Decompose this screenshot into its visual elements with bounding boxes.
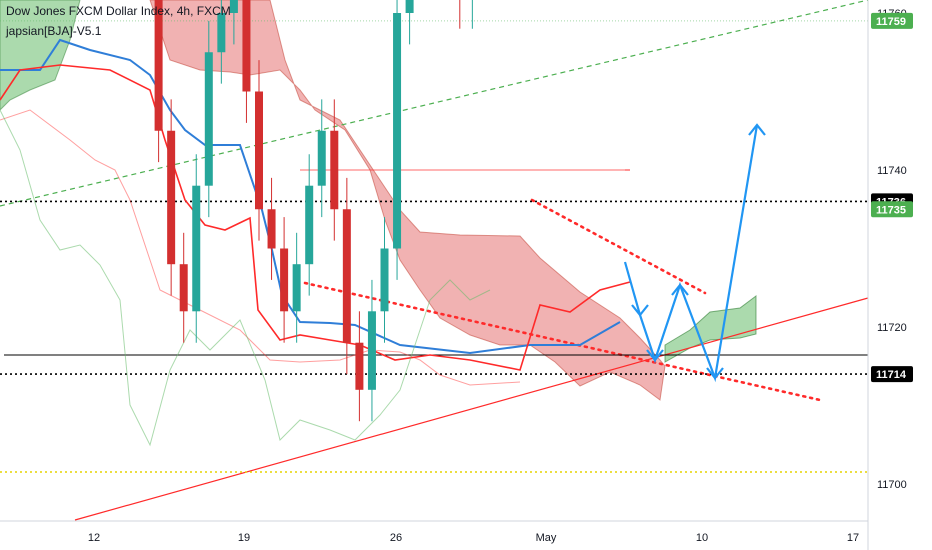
price-tick-6: 11740 <box>877 165 907 177</box>
price-tag-11735 <box>871 201 913 218</box>
time-tick-4: 10 <box>696 532 708 544</box>
price-tags: 1184311837117921178103:01:32117731175911… <box>871 12 913 383</box>
price-tag-11714 <box>871 366 913 383</box>
candle-25 <box>317 130 326 186</box>
candle-24 <box>305 185 314 265</box>
kijun-line <box>0 38 621 355</box>
candle-20 <box>255 91 263 210</box>
time-tick-2: 26 <box>390 532 402 544</box>
projection-arrows <box>623 123 766 383</box>
candle-12 <box>154 0 163 131</box>
bearish-cloud <box>149 0 666 401</box>
tenkan-line <box>0 64 631 371</box>
chart-title: Dow Jones FXCM Dollar Index, 4h, FXCM <box>6 4 231 18</box>
arrow-head-4 <box>748 123 766 136</box>
candle-17 <box>217 13 226 53</box>
candle-22 <box>280 248 289 312</box>
candle-14 <box>179 264 188 312</box>
chikou-lower <box>0 109 521 386</box>
bullish-cloud-left <box>0 0 81 111</box>
candle-26 <box>330 130 339 210</box>
candle-13 <box>167 130 176 265</box>
red-dotted-trendline-upper <box>530 198 707 295</box>
price-tag-label-11714: 11714 <box>876 369 907 381</box>
candle-30 <box>380 248 389 312</box>
red-support-trendline <box>74 297 869 521</box>
price-tick-7: 11720 <box>877 322 907 334</box>
lagging-span <box>0 109 491 447</box>
ichimoku-cloud <box>0 0 757 401</box>
arrow-head-1 <box>646 349 664 362</box>
indicator-lines <box>0 38 631 447</box>
arrow-head-2 <box>671 283 689 296</box>
time-tick-1: 19 <box>238 532 250 544</box>
bullish-cloud-future <box>664 295 757 363</box>
candle-29 <box>367 311 376 390</box>
arrow-head-0 <box>631 304 649 317</box>
red-dotted-trendline-lower <box>303 281 822 402</box>
candle-16 <box>204 52 213 186</box>
candle-28 <box>355 342 364 390</box>
candles <box>154 0 473 422</box>
time-tick-5: 17 <box>847 532 859 544</box>
arrow-head-3 <box>706 367 724 380</box>
candle-27 <box>342 209 351 343</box>
candle-18 <box>229 0 238 13</box>
horizontal-levels <box>0 20 868 473</box>
time-tick-3: May <box>536 532 557 544</box>
price-tick-8: 11700 <box>877 479 907 491</box>
candle-21 <box>267 209 276 249</box>
candle-32 <box>405 0 414 13</box>
price-tag-label-11735: 11735 <box>876 204 906 216</box>
candle-31 <box>393 13 402 249</box>
candle-23 <box>292 264 301 312</box>
green-dashed-trendline <box>0 0 869 207</box>
price-tag-11759 <box>871 12 913 29</box>
candle-15 <box>192 185 201 312</box>
candle-19 <box>242 0 251 92</box>
indicator-label: japsian[BJA]-V5.1 <box>6 24 102 38</box>
projection-path <box>623 124 759 383</box>
price-tag-label-11759: 11759 <box>876 16 906 28</box>
time-tick-0: 12 <box>88 532 100 544</box>
